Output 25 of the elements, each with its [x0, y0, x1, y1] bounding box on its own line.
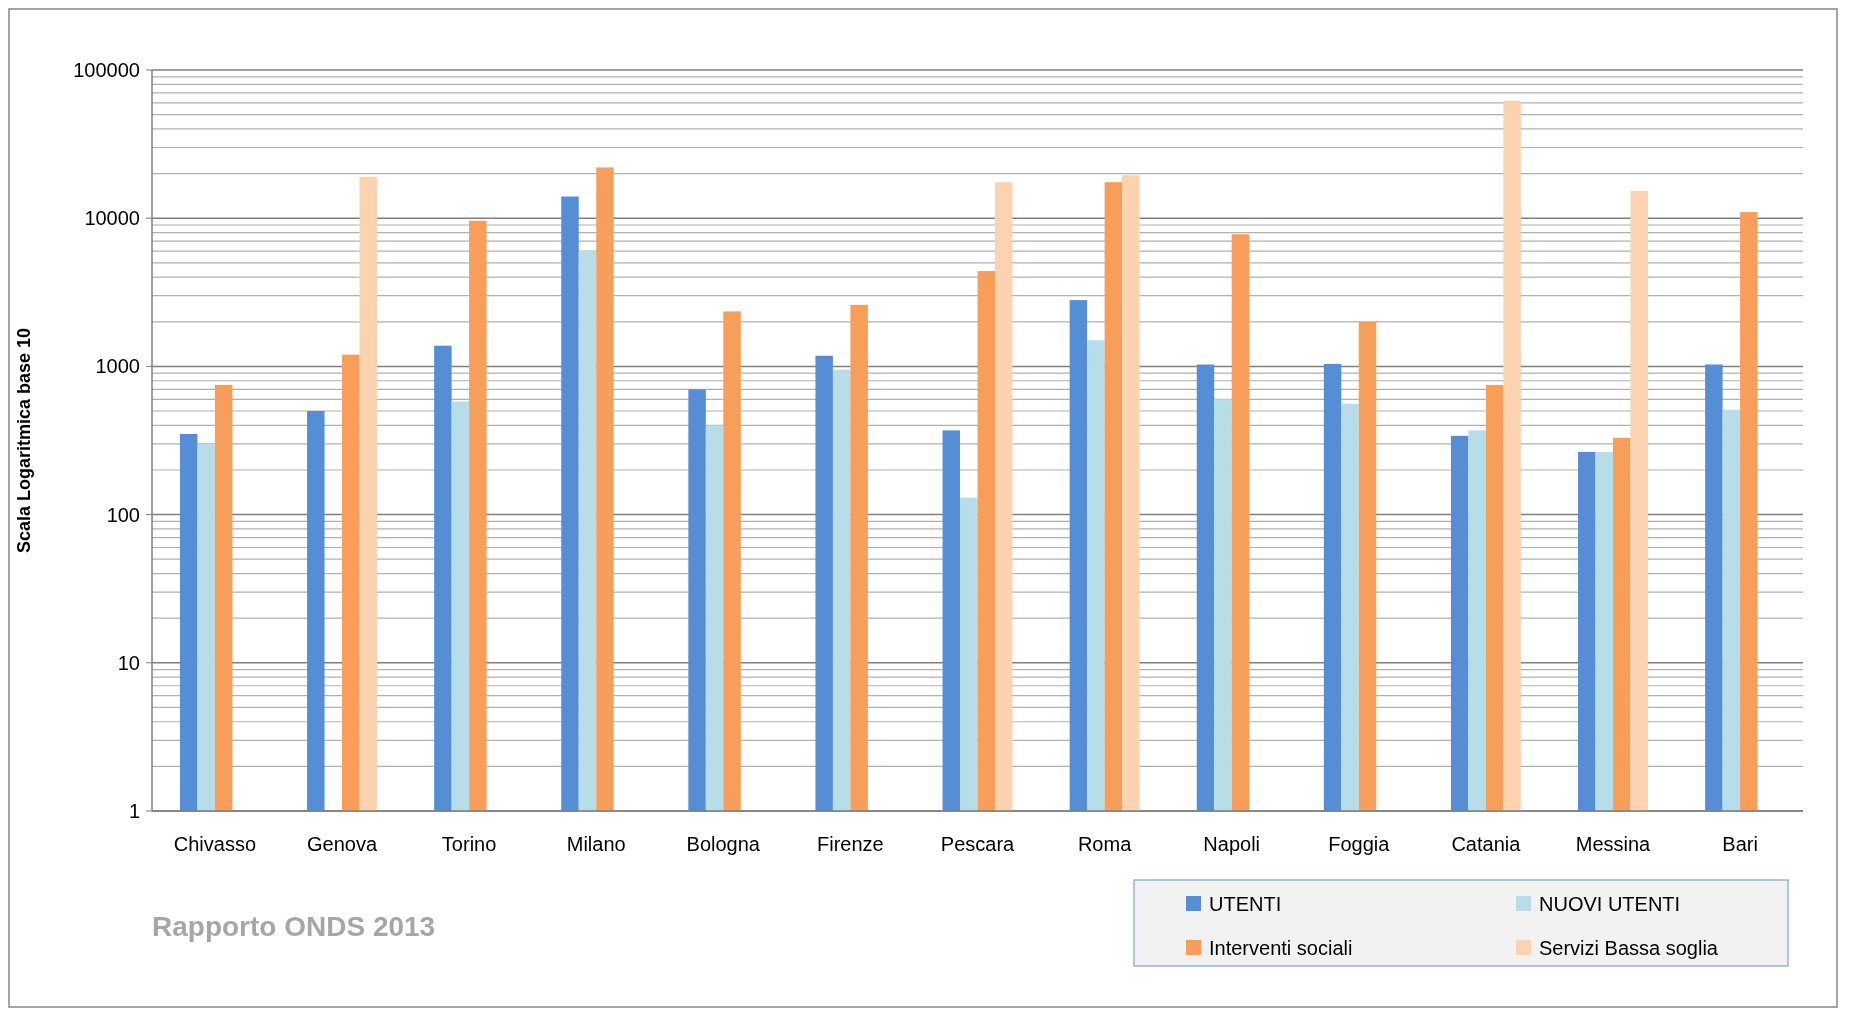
x-tick-label: Bologna [686, 833, 761, 855]
x-tick-label: Roma [1077, 833, 1133, 855]
x-tick-label: Genova [306, 833, 378, 855]
y-tick-label: 10 [117, 651, 140, 674]
x-tick-label: Messina [1575, 833, 1652, 855]
legend-label: Interventi sociali [1209, 937, 1353, 959]
y-tick-label: 1 [128, 800, 140, 822]
y-tick-label: 100000 [73, 59, 140, 81]
legend-label: UTENTI [1209, 893, 1282, 915]
text: Rapporto ONDS 2013 [152, 911, 436, 942]
x-tick-label: Torino [441, 833, 497, 855]
x-tick-label: Pescara [940, 833, 1016, 855]
x-tick-label: Foggia [1328, 833, 1391, 855]
legend-label: NUOVI UTENTI [1539, 893, 1681, 915]
x-tick-label: Napoli [1203, 833, 1261, 855]
legend-label: Servizi Bassa soglia [1539, 937, 1719, 959]
y-tick-label: 10000 [84, 207, 140, 230]
x-tick-label: Milano [566, 833, 626, 855]
x-tick-label: Bari [1722, 833, 1758, 855]
y-axis-title: Scala Logaritmica base 10 [14, 327, 34, 554]
x-tick-label: Chivasso [173, 833, 257, 855]
x-tick-label: Firenze [817, 833, 884, 855]
y-tick-label: 100 [106, 503, 140, 526]
x-tick-label: Catania [1451, 833, 1522, 855]
y-tick-label: 1000 [95, 355, 140, 378]
